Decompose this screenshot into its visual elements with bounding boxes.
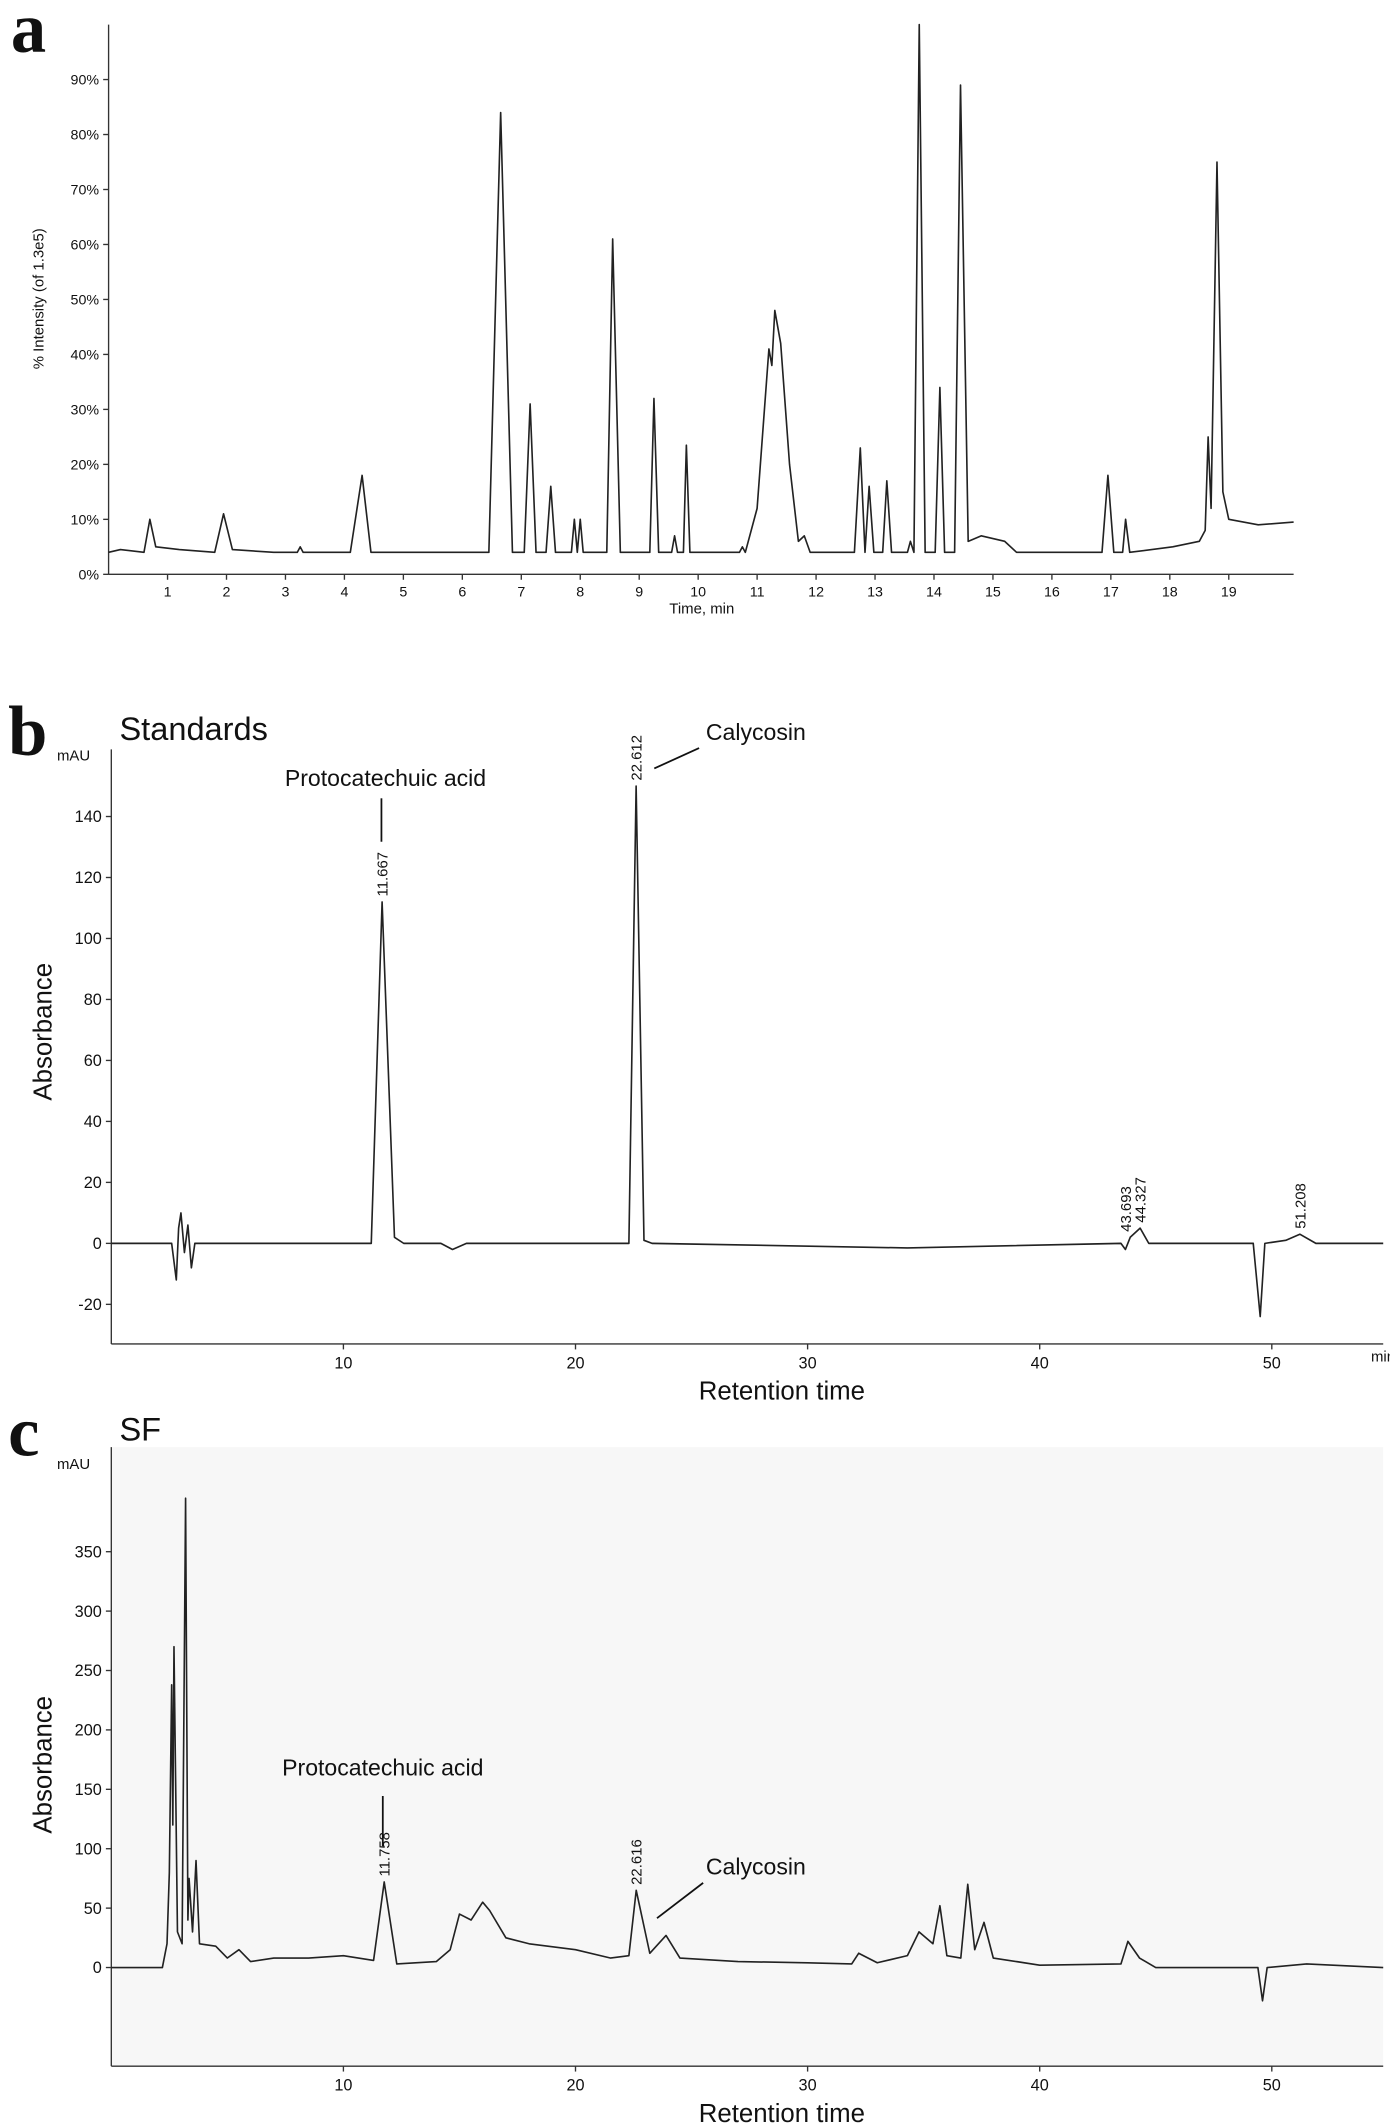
x-tick-label: 20	[566, 2077, 584, 2095]
y-tick-label: 20%	[71, 457, 100, 473]
x-tick-label: 10	[690, 585, 706, 601]
x-tick-label: 1	[164, 585, 172, 601]
peak-label: 22.616	[629, 1839, 646, 1885]
chromatogram-line	[111, 1497, 1384, 2002]
annotation-line	[653, 747, 700, 770]
y-unit: mAU	[57, 1456, 90, 1473]
y-tick-label: 150	[75, 1781, 102, 1799]
x-tick-label: 30	[799, 1354, 817, 1372]
x-tick-label: 5	[399, 585, 407, 601]
panel-letter: c	[8, 1393, 39, 1471]
peak-label: 11.758	[377, 1832, 394, 1877]
y-axis-label: Absorbance	[30, 963, 58, 1101]
x-tick-label: 15	[985, 585, 1001, 601]
y-tick-label: 250	[75, 1662, 102, 1680]
y-tick-label: 40	[84, 1113, 102, 1131]
y-tick-label: 30%	[71, 402, 100, 418]
chromatogram-line	[108, 23, 1294, 554]
x-tick-label: 11	[750, 585, 765, 601]
y-tick-label: 40%	[71, 347, 100, 363]
y-tick-label: 50%	[71, 292, 100, 308]
x-tick-label: 40	[1031, 1354, 1049, 1372]
x-axis-label: Retention time	[699, 2100, 865, 2126]
y-unit: mAU	[57, 747, 90, 764]
y-tick-label: 140	[75, 808, 102, 826]
x-tick-label: 7	[517, 585, 525, 601]
y-tick-label: 300	[75, 1603, 102, 1621]
chart-title: Standards	[119, 711, 267, 747]
x-tick-label: 18	[1162, 585, 1178, 601]
y-tick-label: 80%	[71, 128, 100, 144]
annotation: Calycosin	[706, 719, 806, 745]
y-axis-label: Absorbance	[30, 1696, 58, 1834]
annotation-line	[656, 1882, 704, 1919]
y-tick-label: 0	[93, 1235, 102, 1253]
x-tick-label: 16	[1044, 585, 1060, 601]
x-tick-label: 19	[1221, 585, 1237, 601]
annotation: Protocatechuic acid	[285, 765, 486, 791]
x-tick-label: 8	[576, 585, 584, 601]
annotation: Calycosin	[706, 1854, 806, 1880]
x-tick-label: 20	[566, 1354, 584, 1372]
y-tick-label: 10%	[71, 512, 100, 528]
x-unit: min	[1371, 1349, 1390, 1366]
x-tick-label: 50	[1263, 1354, 1281, 1372]
y-tick-label: 350	[75, 1543, 102, 1561]
x-tick-label: 2	[223, 585, 231, 601]
panel-letter: a	[11, 0, 46, 68]
plot-background	[111, 1447, 1384, 2067]
x-tick-label: 14	[926, 585, 942, 601]
y-tick-label: 100	[75, 930, 102, 948]
x-tick-label: 6	[458, 585, 466, 601]
x-tick-label: 17	[1103, 585, 1119, 601]
y-axis-label: % Intensity (of 1.3e5)	[30, 228, 47, 369]
x-tick-label: 30	[799, 2077, 817, 2095]
y-tick-label: 100	[75, 1840, 102, 1858]
peak-label: 51.208	[1292, 1183, 1309, 1229]
y-tick-label: 50	[84, 1900, 102, 1918]
x-tick-label: 9	[635, 585, 643, 601]
y-tick-label: 0%	[78, 567, 99, 583]
peak-label: 44.327	[1133, 1177, 1150, 1223]
y-tick-label: 60%	[71, 237, 100, 253]
peak-label: 43.693	[1118, 1186, 1135, 1232]
chart-title: SF	[119, 1411, 161, 1447]
x-tick-label: 12	[808, 585, 824, 601]
y-tick-label: 120	[75, 869, 102, 887]
y-tick-label: 60	[84, 1052, 102, 1070]
panel-letter: b	[8, 693, 47, 771]
peak-label: 11.667	[375, 852, 392, 897]
y-tick-label: 0	[93, 1959, 102, 1977]
peak-label: 22.612	[629, 735, 646, 781]
y-tick-label: 80	[84, 991, 102, 1009]
x-tick-label: 50	[1263, 2077, 1281, 2095]
x-tick-label: 10	[334, 1354, 352, 1372]
x-tick-label: 4	[340, 585, 348, 601]
y-tick-label: -20	[78, 1296, 102, 1314]
chromatogram-line	[111, 785, 1384, 1318]
x-axis-label: Time, min	[669, 601, 734, 618]
x-tick-label: 10	[334, 2077, 352, 2095]
annotation: Protocatechuic acid	[282, 1755, 483, 1781]
y-tick-label: 200	[75, 1722, 102, 1740]
y-tick-label: 90%	[71, 73, 100, 89]
x-tick-label: 13	[867, 585, 883, 601]
x-axis-label: Retention time	[699, 1378, 865, 1406]
y-tick-label: 70%	[71, 182, 100, 198]
x-tick-label: 40	[1031, 2077, 1049, 2095]
y-tick-label: 20	[84, 1174, 102, 1192]
x-tick-label: 3	[281, 585, 289, 601]
